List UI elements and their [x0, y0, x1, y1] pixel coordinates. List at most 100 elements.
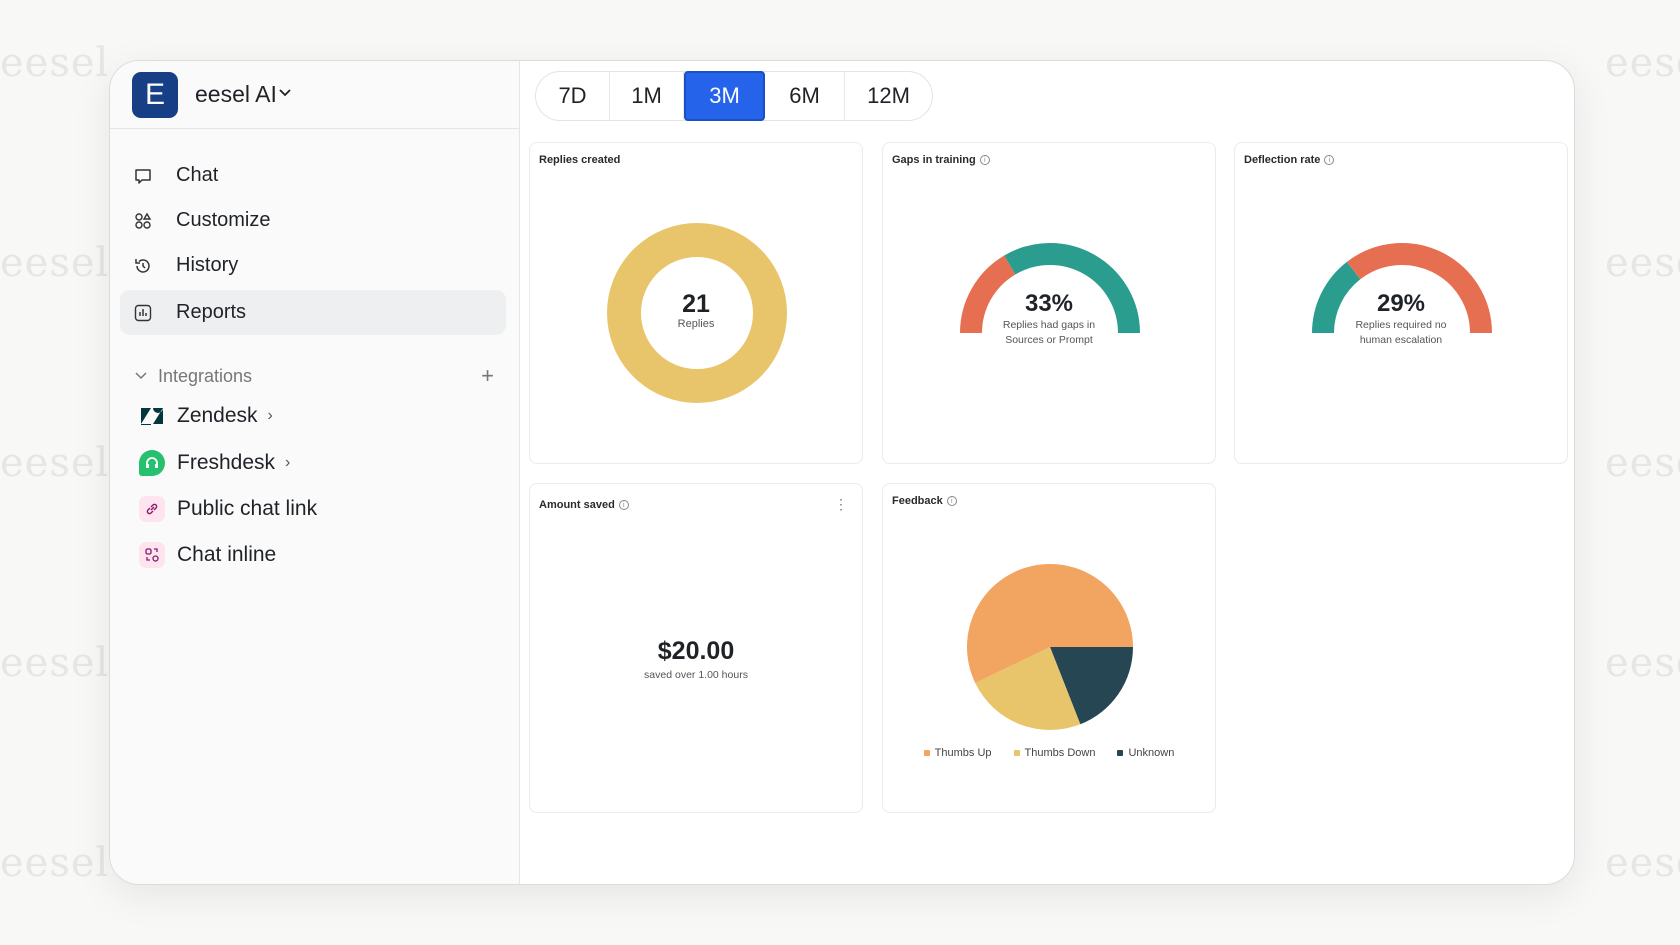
amount-value: $20.00: [657, 637, 735, 665]
tab-7d[interactable]: 7D: [536, 72, 610, 120]
info-icon[interactable]: i: [979, 155, 990, 165]
workspace-switcher[interactable]: E eesel AI: [110, 61, 519, 129]
chat-bubble-icon: [132, 166, 154, 186]
chevron-right-icon: ›: [285, 454, 291, 471]
legend-label: Unknown: [1128, 747, 1175, 759]
date-range-tabs: 7D 1M 3M 6M 12M: [535, 71, 933, 121]
deflection-caption-line1: Replies required no: [1355, 319, 1447, 331]
integrations-header[interactable]: Integrations +: [134, 363, 494, 389]
integration-label: Public chat link: [177, 497, 318, 520]
watermark-text: eesel: [1605, 240, 1680, 286]
card-feedback: Feedback i Thumbs Up Thumbs Down Unknown: [882, 483, 1216, 813]
replies-count: 21: [682, 290, 710, 318]
sidebar-item-history[interactable]: History: [120, 243, 506, 288]
card-replies-created: Replies created 21 Replies: [529, 142, 863, 464]
workspace-logo: E: [132, 72, 178, 118]
card-title-text: Feedback: [892, 495, 943, 507]
amount-caption: saved over 1.00 hours: [644, 669, 748, 681]
deflection-gauge: [1312, 243, 1492, 334]
link-icon: [139, 496, 165, 522]
info-icon[interactable]: i: [946, 496, 957, 506]
info-icon[interactable]: i: [1324, 155, 1335, 165]
freshdesk-icon: [139, 450, 165, 476]
pie-slice-unknown[interactable]: [1050, 647, 1133, 725]
integration-chat-inline[interactable]: Chat inline: [139, 542, 276, 568]
integration-freshdesk[interactable]: Freshdesk ›: [139, 450, 290, 476]
integration-label: Zendesk: [177, 404, 258, 427]
info-icon[interactable]: i: [618, 500, 629, 510]
integration-label: Freshdesk: [177, 451, 276, 474]
card-title: Deflection rate i: [1244, 154, 1335, 166]
watermark-text: eesel: [1605, 840, 1680, 886]
chevron-right-icon: ›: [267, 407, 273, 424]
watermark-text: eesel: [1605, 640, 1680, 686]
legend-swatch: [923, 750, 930, 757]
gaps-gauge: [960, 243, 1140, 334]
watermark-text: eesel: [0, 840, 110, 886]
tab-1m[interactable]: 1M: [610, 72, 684, 120]
integration-public-chat-link[interactable]: Public chat link: [139, 496, 317, 522]
integrations-label: Integrations: [158, 365, 253, 386]
workspace-name: eesel AI: [195, 81, 277, 107]
legend-label: Thumbs Down: [1024, 747, 1096, 759]
integration-zendesk[interactable]: Zendesk ›: [139, 403, 273, 429]
chevron-down-icon: [279, 89, 291, 97]
chat-inline-icon: [139, 542, 165, 568]
gauge-segment-deflected: [1312, 261, 1361, 334]
history-icon: [132, 256, 154, 276]
gauge-segment-no-gaps: [1004, 243, 1140, 334]
bar-chart-icon: [132, 303, 154, 323]
gauge-segment-escalated: [1346, 243, 1492, 334]
watermark-text: eesel: [1605, 40, 1680, 86]
card-title: Amount saved i: [539, 499, 629, 511]
app-window: E eesel AI Chat Customize History Report…: [109, 60, 1575, 885]
donut-slice-replies: [607, 223, 787, 403]
card-title: Replies created: [539, 154, 620, 166]
card-deflection-rate: Deflection rate i 29% Replies required no…: [1234, 142, 1568, 464]
watermark-text: eesel: [1605, 440, 1680, 486]
pie-slice-thumbs-up[interactable]: [967, 563, 1133, 684]
integration-label: Chat inline: [177, 543, 277, 566]
gaps-value: 33%: [1024, 290, 1074, 317]
deflection-caption-line2: human escalation: [1359, 334, 1443, 346]
feedback-legend: Thumbs Up Thumbs Down Unknown: [883, 747, 1215, 759]
gaps-caption-line2: Sources or Prompt: [1005, 334, 1093, 346]
card-title-text: Gaps in training: [892, 154, 976, 166]
deflection-value: 29%: [1376, 290, 1426, 317]
sidebar-item-label: Chat: [176, 164, 219, 186]
card-title: Feedback i: [892, 495, 957, 507]
sidebar-item-chat[interactable]: Chat: [120, 153, 506, 198]
tab-6m[interactable]: 6M: [765, 72, 845, 120]
sidebar-item-label: Customize: [176, 209, 271, 231]
chevron-down-icon: [135, 372, 147, 380]
zendesk-icon: [139, 403, 165, 429]
card-title-text: Replies created: [539, 154, 621, 166]
pie-slice-thumbs-down[interactable]: [975, 647, 1081, 730]
legend-swatch: [1117, 750, 1124, 757]
more-options-icon[interactable]: ⋮: [834, 496, 848, 512]
add-integration-button[interactable]: +: [481, 363, 494, 388]
legend-swatch: [1013, 750, 1020, 757]
sidebar-item-label: History: [176, 254, 239, 276]
watermark-text: eesel: [0, 440, 110, 486]
sidebar-item-label: Reports: [176, 301, 247, 323]
gauge-segment-gaps: [960, 255, 1016, 334]
watermark-text: eesel: [0, 640, 110, 686]
sidebar-item-customize[interactable]: Customize: [120, 198, 506, 243]
sidebar-item-reports[interactable]: Reports: [120, 290, 506, 335]
card-title-text: Deflection rate: [1244, 154, 1321, 166]
sidebar: E eesel AI Chat Customize History Report…: [110, 61, 520, 884]
feedback-pie: [967, 563, 1133, 730]
legend-label: Thumbs Up: [934, 747, 992, 759]
watermark-text: eesel: [0, 40, 110, 86]
legend-item-thumbs-up[interactable]: Thumbs Up: [923, 747, 992, 759]
replies-donut: [607, 223, 787, 403]
card-title-text: Amount saved: [539, 499, 615, 511]
tab-12m[interactable]: 12M: [867, 83, 910, 108]
shapes-icon: [132, 211, 154, 231]
legend-item-thumbs-down[interactable]: Thumbs Down: [1013, 747, 1096, 759]
replies-unit: Replies: [677, 318, 715, 330]
tab-3m[interactable]: 3M: [684, 71, 765, 121]
card-gaps-in-training: Gaps in training i 33% Replies had gaps i…: [882, 142, 1216, 464]
legend-item-unknown[interactable]: Unknown: [1117, 747, 1174, 759]
